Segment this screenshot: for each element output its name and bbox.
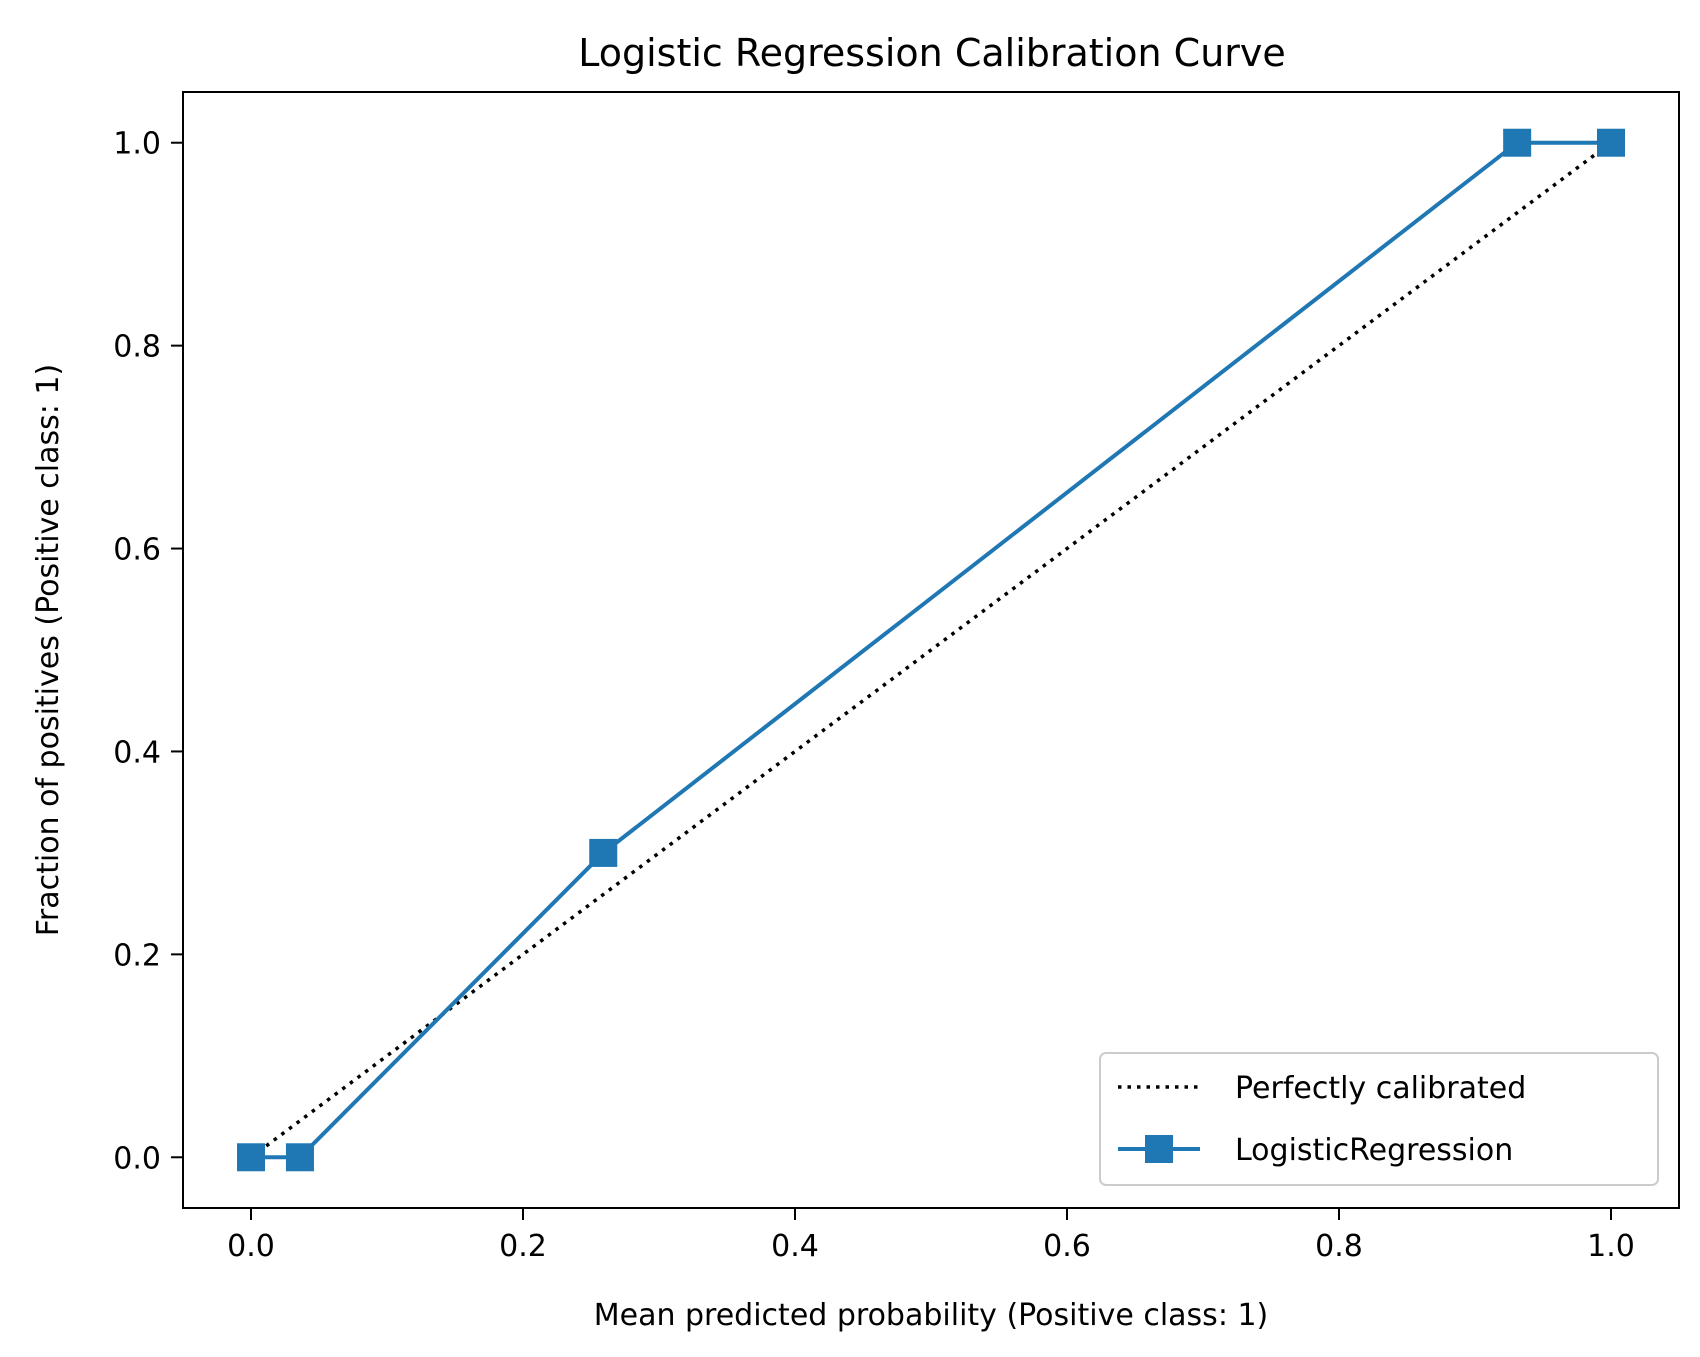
y-axis-label: Fraction of positives (Positive class: 1… bbox=[31, 364, 66, 936]
x-axis-label: Mean predicted probability (Positive cla… bbox=[594, 1298, 1269, 1333]
x-tick-label: 0.4 bbox=[771, 1229, 819, 1264]
legend: Perfectly calibrated LogisticRegression bbox=[1099, 1052, 1659, 1186]
data-point-marker bbox=[237, 1143, 265, 1172]
x-axis-ticks: 0.0 0.2 0.4 0.6 0.8 1.0 bbox=[227, 1208, 1635, 1264]
x-tick-label: 0.6 bbox=[1043, 1229, 1091, 1264]
legend-marker-square bbox=[1145, 1135, 1173, 1163]
data-point-marker bbox=[589, 838, 618, 867]
x-tick-label: 0.2 bbox=[499, 1229, 547, 1264]
x-tick-label: 0.0 bbox=[227, 1229, 275, 1264]
y-tick-label: 0.2 bbox=[113, 938, 161, 973]
legend-label-perfectly-calibrated: Perfectly calibrated bbox=[1235, 1071, 1526, 1106]
y-tick-label: 0.4 bbox=[113, 735, 161, 770]
y-tick-label: 0.8 bbox=[113, 330, 161, 365]
y-tick-label: 0.0 bbox=[113, 1141, 161, 1176]
y-tick-label: 0.6 bbox=[113, 533, 161, 568]
data-point-marker bbox=[285, 1143, 314, 1172]
x-tick-label: 1.0 bbox=[1587, 1229, 1635, 1264]
x-tick-label: 0.8 bbox=[1315, 1229, 1363, 1264]
y-tick-label: 1.0 bbox=[113, 127, 161, 162]
legend-box bbox=[1099, 1052, 1659, 1186]
data-point-marker bbox=[1597, 128, 1625, 157]
axes-frame bbox=[182, 91, 1680, 1209]
series-line-perfectly-calibrated bbox=[249, 141, 1613, 1159]
legend-label-logistic-regression: LogisticRegression bbox=[1235, 1133, 1513, 1168]
plot-area bbox=[237, 128, 1625, 1172]
data-point-marker bbox=[1503, 128, 1532, 157]
y-axis-ticks: 0.0 0.2 0.4 0.6 0.8 1.0 bbox=[113, 127, 183, 1176]
chart-title: Logistic Regression Calibration Curve bbox=[578, 31, 1286, 75]
